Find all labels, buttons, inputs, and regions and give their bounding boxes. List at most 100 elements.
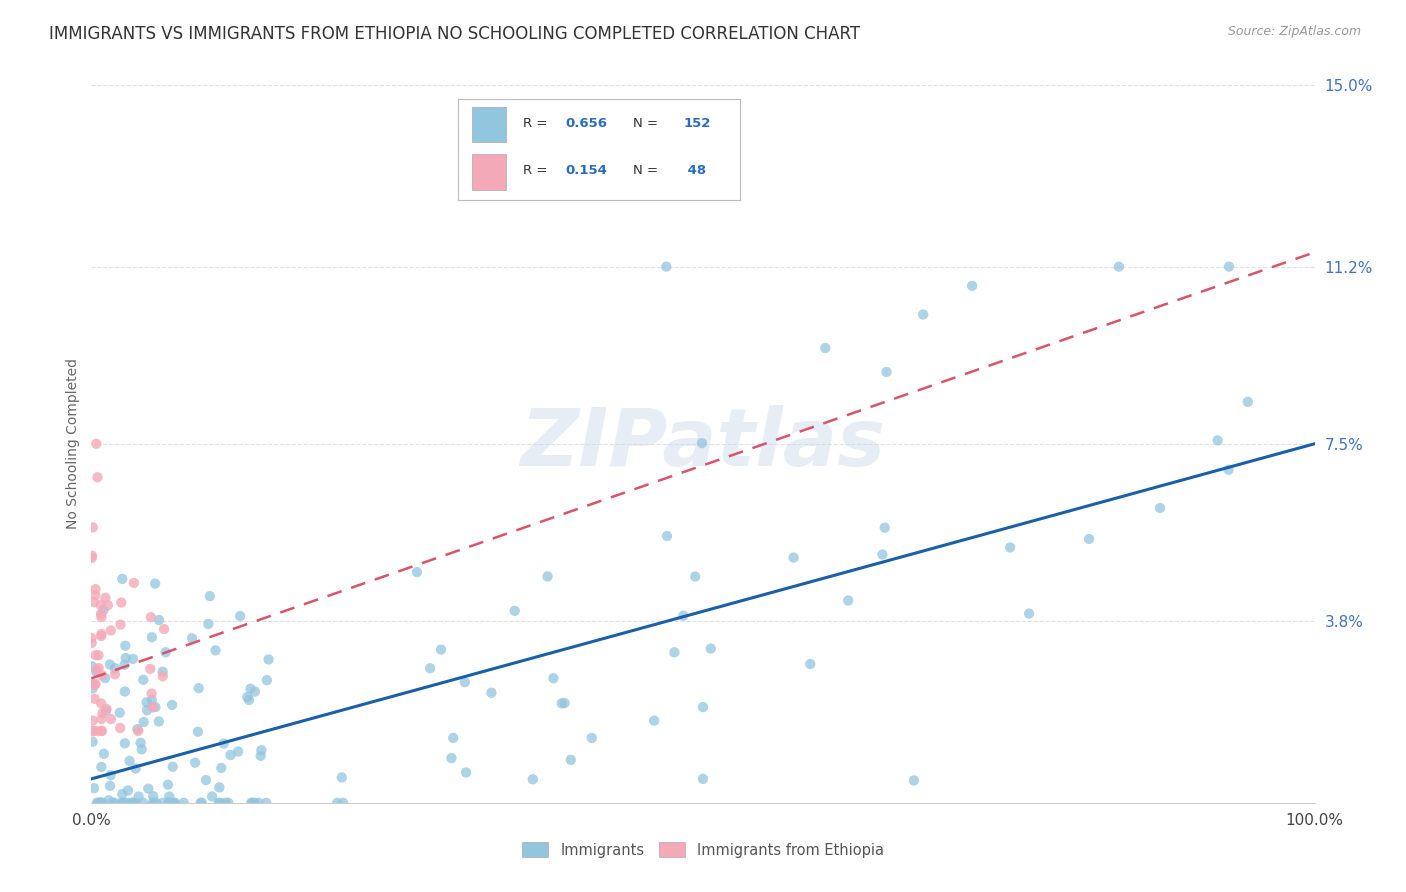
Point [239,681,262,696]
Point [132,714,155,729]
Point [543,671,565,685]
Point [157,789,180,804]
Point [664,645,686,659]
Point [136,781,159,796]
Point [135,695,157,709]
Point [159,796,181,810]
Point [91,668,114,682]
Point [209,796,232,810]
Point [93,603,115,617]
Point [110,796,132,810]
Point [112,796,135,810]
Point [90,760,112,774]
Point [91,796,114,810]
Text: IMMIGRANTS VS IMMIGRANTS FROM ETHIOPIA NO SCHOOLING COMPLETED CORRELATION CHART: IMMIGRANTS VS IMMIGRANTS FROM ETHIOPIA N… [49,25,860,43]
Point [108,721,131,735]
Point [229,609,252,624]
Point [162,796,184,810]
Point [125,796,148,810]
Point [160,698,183,712]
Point [117,796,139,810]
Point [236,690,259,704]
Point [1018,607,1040,621]
Point [89,796,111,810]
Point [536,569,558,583]
Point [873,521,896,535]
Y-axis label: No Schooling Completed: No Schooling Completed [66,359,80,529]
Point [214,796,236,810]
Point [96,702,118,716]
Point [156,778,179,792]
Point [122,652,145,666]
Point [143,796,166,810]
Point [799,657,821,671]
Point [145,700,167,714]
Point [100,624,122,638]
Point [80,677,103,691]
Point [581,731,603,745]
Point [330,771,353,785]
Point [256,673,278,688]
Point [209,761,232,775]
Point [87,648,110,663]
Point [960,278,983,293]
Point [110,617,132,632]
Point [84,436,107,450]
Point [1218,260,1240,274]
Point [219,747,242,762]
Point [139,610,162,624]
Point [247,796,270,810]
Point [111,787,134,801]
Point [90,796,112,810]
Point [86,663,108,677]
Point [1108,260,1130,274]
Point [441,731,464,745]
Point [141,630,163,644]
Point [998,541,1021,555]
Point [522,772,544,787]
Point [190,796,212,810]
Point [86,796,108,810]
Point [93,747,115,761]
Point [406,565,429,579]
Point [122,796,145,810]
Point [80,631,103,645]
Point [127,724,149,739]
Point [118,754,141,768]
Point [683,569,706,583]
Point [1206,434,1229,448]
Point [80,659,103,673]
Point [190,796,212,810]
Point [187,724,209,739]
Point [1236,394,1258,409]
Point [90,629,112,643]
Point [132,796,155,810]
Point [643,714,665,728]
Point [163,796,186,810]
Point [837,593,859,607]
Point [90,712,112,726]
Text: Source: ZipAtlas.com: Source: ZipAtlas.com [1227,25,1361,38]
Point [83,781,105,796]
Point [122,575,145,590]
Point [1149,500,1171,515]
Point [94,591,117,605]
Point [243,684,266,698]
Point [84,588,107,602]
Point [87,661,110,675]
Point [152,669,174,683]
Point [117,783,139,797]
Point [187,681,209,695]
Point [141,686,163,700]
Point [254,796,277,810]
Point [94,704,117,718]
Point [173,796,195,810]
Point [101,796,124,810]
Point [86,665,108,679]
Point [197,616,219,631]
Point [257,652,280,666]
Point [114,657,136,672]
Point [82,681,104,696]
Point [142,700,165,714]
Point [114,736,136,750]
